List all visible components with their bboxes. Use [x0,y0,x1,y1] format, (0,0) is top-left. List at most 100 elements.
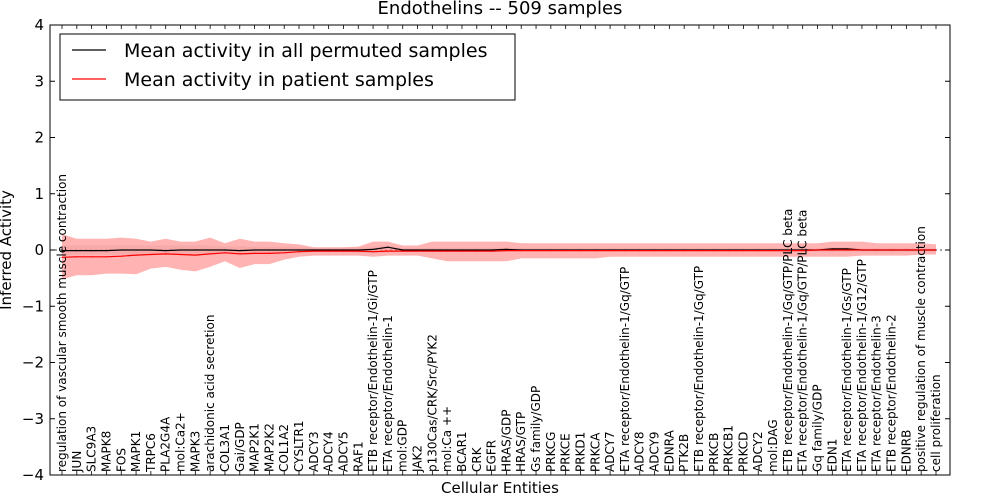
point-series-1 [402,250,404,252]
x-tick-label: ADCY5 [336,431,350,472]
legend-label-patient: Mean activity in patient samples [124,69,434,91]
point-series-1 [150,253,152,256]
x-tick-label: ETA receptor/Endothelin-1/Gs/GTP [840,268,854,472]
x-tick-label: HRAS/GTP [514,412,528,472]
x-tick-label: ADCY9 [648,431,662,472]
x-tick-label: ADCY8 [633,431,647,472]
y-axis-label: Inferred Activity [0,190,15,310]
point-series-1 [728,250,730,252]
point-series-0 [165,250,167,252]
x-tick-label: COL3A1 [218,424,232,472]
point-series-0 [61,250,63,252]
point-series-1 [920,249,922,251]
point-series-0 [135,249,137,251]
x-tick-label: PRKCB1 [722,425,736,472]
point-series-1 [387,250,389,252]
point-series-0 [76,250,78,252]
x-tick-label: CYSLTR1 [292,421,306,472]
x-tick-label: MAP2K1 [248,423,262,472]
x-tick-label: mol:GDP [396,420,410,472]
x-tick-label: ETA receptor/Endothelin-1 [381,315,395,472]
x-tick-label: ETB receptor/Endothelin-1/Gi/GTP [366,270,380,472]
point-series-1 [565,250,567,252]
point-series-0 [209,249,211,251]
point-series-0 [342,249,345,251]
point-series-1 [787,250,789,252]
x-tick-label: BCAR1 [455,431,469,472]
point-series-1 [772,250,774,252]
point-series-0 [268,249,270,251]
x-tick-label: ETA receptor/Endothelin-1/Gq/GTP [618,267,632,472]
point-series-1 [609,250,611,252]
point-series-1 [372,251,374,253]
x-tick-label: PTK2B [677,434,691,472]
point-series-1 [446,250,448,252]
y-tick-label: −3 [22,410,44,428]
point-series-1 [742,250,745,252]
x-tick-label: ETB receptor/Endothelin-1/Gq/GTP/PLC bet… [781,209,795,472]
x-tick-label: PRKCE [559,433,573,472]
y-tick-label: −2 [22,354,44,372]
point-series-1 [535,250,537,252]
point-series-0 [476,249,478,251]
point-series-1 [876,249,878,251]
x-tick-label: Gq family/GDP [810,384,824,472]
point-series-0 [431,249,433,251]
point-series-1 [120,255,122,257]
legend-label-permuted: Mean activity in all permuted samples [124,40,487,62]
x-tick-label: ADCY2 [751,431,765,472]
point-series-1 [505,250,507,252]
legend-frame [59,33,516,101]
point-series-0 [416,249,419,251]
point-series-1 [357,250,359,252]
point-series-1 [268,252,270,254]
x-tick-label: HRAS/GDP [499,409,513,472]
x-tick-label: ADCY4 [322,431,336,472]
x-tick-label: ETB receptor/Endothelin-2 [885,314,899,472]
point-series-1 [624,250,626,252]
point-series-1 [905,249,908,251]
point-series-1 [194,254,196,256]
point-series-1 [846,249,848,251]
point-series-1 [61,256,63,258]
x-tick-label: PRKCD [736,432,750,472]
y-tick-label: 1 [34,185,44,203]
point-series-0 [91,250,93,252]
point-series-1 [91,256,93,258]
point-series-1 [431,250,433,252]
x-tick-label: ETA receptor/Endothelin-3 [870,315,884,472]
point-series-1 [179,253,182,256]
x-axis-label: Cellular Entities [441,479,559,497]
point-series-1 [668,250,671,252]
point-series-1 [416,250,419,252]
point-series-1 [239,253,241,255]
chart-title: Endothelins -- 509 samples [378,0,623,19]
x-tick-label: Gs family/GDP [529,386,543,472]
x-tick-label: MAPK8 [99,431,113,472]
point-series-0 [239,250,241,252]
x-tick-label: SLC9A3 [85,426,99,472]
point-series-0 [831,248,833,250]
point-series-1 [283,252,285,254]
point-series-0 [194,249,196,251]
x-tick-label: EDNRA [662,429,676,472]
x-tick-label: JUN [70,451,84,473]
point-series-1 [683,250,685,252]
point-series-0 [387,246,389,248]
x-tick-label: ADCY3 [307,431,321,472]
point-series-1 [254,252,256,254]
point-series-1 [891,249,893,251]
point-series-1 [313,250,315,252]
point-series-0 [179,249,182,251]
point-series-1 [713,250,715,252]
x-tick-label: ADCY7 [603,431,617,472]
y-tick-label: −1 [22,297,44,315]
point-series-1 [298,251,300,253]
x-tick-label: MAPK1 [129,431,143,472]
x-tick-label: TRPC6 [144,433,158,473]
point-series-1 [594,250,596,252]
y-tick-label: 0 [34,241,44,259]
x-tick-label: Gai/GDP [233,422,247,472]
point-series-0 [298,249,300,251]
point-series-1 [165,253,167,255]
